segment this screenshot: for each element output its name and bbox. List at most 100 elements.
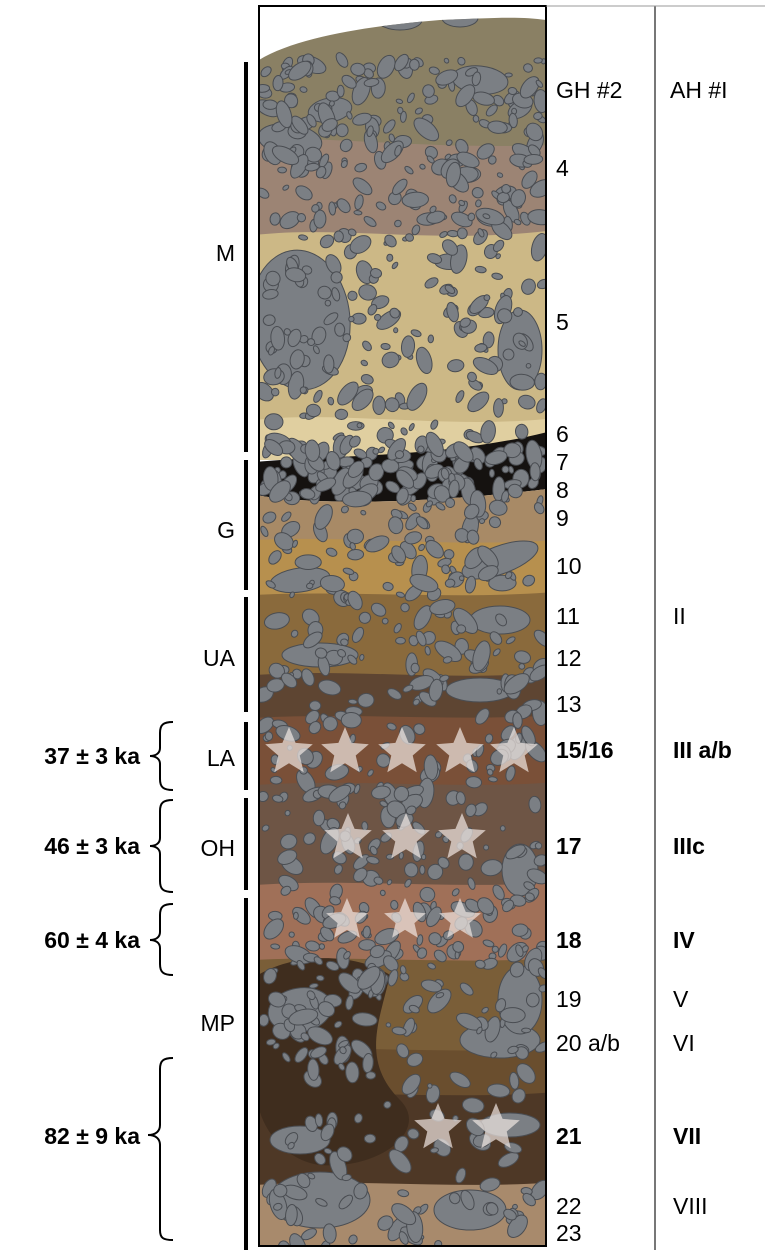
stone bbox=[307, 1172, 316, 1180]
stone bbox=[347, 654, 358, 665]
stone bbox=[268, 550, 282, 565]
stone bbox=[491, 272, 504, 280]
stone bbox=[303, 631, 323, 649]
stone bbox=[483, 844, 490, 851]
stone bbox=[340, 711, 362, 729]
gh-column-header: GH #2 bbox=[556, 77, 622, 103]
stone bbox=[311, 326, 327, 346]
stone bbox=[472, 114, 480, 123]
star-marker bbox=[265, 727, 313, 773]
stone bbox=[304, 162, 320, 172]
stone bbox=[448, 1192, 461, 1205]
stone bbox=[492, 94, 505, 107]
stone bbox=[514, 423, 529, 440]
stone bbox=[322, 716, 338, 732]
stone bbox=[507, 483, 523, 499]
stone bbox=[495, 253, 501, 260]
stone bbox=[333, 1020, 343, 1029]
stone bbox=[458, 199, 466, 207]
stone bbox=[464, 575, 477, 594]
stone bbox=[388, 1149, 412, 1174]
stone bbox=[410, 494, 417, 503]
stone bbox=[522, 1192, 536, 1207]
stone bbox=[508, 112, 518, 129]
stone bbox=[263, 612, 290, 630]
stone bbox=[492, 239, 505, 253]
stone bbox=[397, 1189, 410, 1198]
stone bbox=[321, 118, 338, 132]
stone bbox=[312, 345, 320, 355]
stone bbox=[281, 672, 298, 689]
stone bbox=[260, 66, 272, 78]
stone bbox=[405, 805, 417, 816]
stone bbox=[430, 419, 439, 430]
stone bbox=[530, 233, 546, 262]
age-braces bbox=[147, 721, 174, 1241]
stone bbox=[527, 209, 546, 226]
stone bbox=[428, 66, 440, 75]
stone bbox=[513, 307, 523, 317]
ah-label: IV bbox=[673, 927, 695, 953]
stone bbox=[509, 1071, 520, 1090]
stone bbox=[451, 888, 460, 897]
stone bbox=[307, 1058, 320, 1081]
stone bbox=[474, 959, 486, 969]
stone bbox=[443, 549, 455, 560]
stone bbox=[472, 640, 491, 672]
stone bbox=[299, 86, 308, 93]
stone bbox=[310, 1046, 327, 1059]
stone bbox=[361, 821, 369, 831]
stone bbox=[366, 125, 374, 138]
stone bbox=[262, 288, 279, 300]
stone bbox=[292, 911, 299, 920]
stone bbox=[406, 382, 428, 411]
gh-label: 11 bbox=[556, 603, 580, 629]
stone bbox=[288, 931, 295, 938]
stone bbox=[366, 855, 380, 865]
stone bbox=[340, 505, 349, 514]
stone bbox=[377, 1215, 394, 1231]
stone bbox=[263, 968, 277, 985]
stone bbox=[320, 926, 335, 942]
stone bbox=[535, 79, 544, 88]
stone bbox=[386, 253, 394, 262]
stone bbox=[423, 754, 439, 781]
stone bbox=[304, 146, 323, 163]
stone bbox=[325, 547, 338, 557]
stone bbox=[365, 535, 390, 553]
stone bbox=[305, 403, 322, 418]
stone bbox=[265, 1038, 277, 1046]
stone bbox=[501, 184, 511, 194]
stone bbox=[400, 602, 410, 613]
stone bbox=[428, 678, 444, 702]
stone bbox=[294, 1047, 309, 1063]
stone bbox=[348, 315, 355, 323]
gh-label: 22 bbox=[556, 1193, 582, 1219]
stone bbox=[411, 224, 421, 236]
stone bbox=[505, 765, 516, 782]
stone bbox=[474, 343, 488, 353]
stone bbox=[393, 623, 402, 634]
stone bbox=[280, 456, 293, 469]
stone bbox=[331, 287, 341, 302]
stone bbox=[324, 299, 332, 307]
stone bbox=[308, 721, 322, 735]
stone bbox=[342, 333, 352, 343]
stone bbox=[280, 885, 292, 896]
stone bbox=[455, 84, 476, 108]
stone bbox=[472, 357, 499, 375]
stone bbox=[408, 423, 415, 432]
stone bbox=[268, 480, 291, 503]
stone bbox=[351, 626, 365, 643]
stone bbox=[308, 982, 319, 989]
stone bbox=[525, 992, 540, 1008]
stone bbox=[376, 753, 391, 768]
stone bbox=[368, 463, 385, 481]
stone bbox=[290, 629, 299, 638]
stone bbox=[398, 1231, 409, 1245]
stone bbox=[347, 698, 358, 705]
stone bbox=[352, 177, 373, 196]
stone bbox=[275, 100, 293, 129]
stone bbox=[417, 445, 425, 454]
stone bbox=[334, 408, 349, 421]
